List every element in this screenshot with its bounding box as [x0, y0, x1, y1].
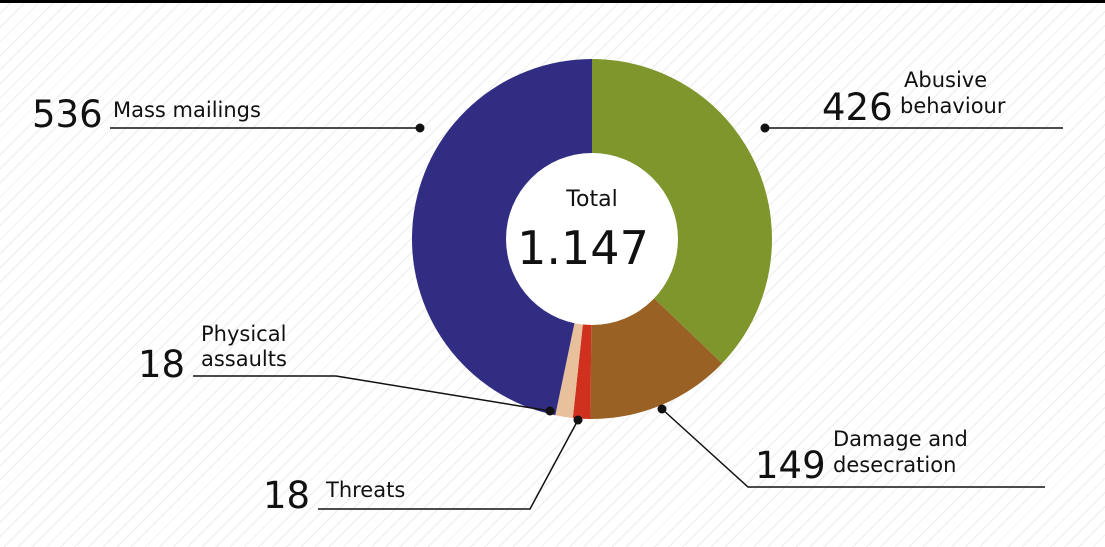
- label-physical-assaults-line2: assaults: [201, 347, 287, 371]
- leader-dot: [545, 406, 555, 416]
- top-rule: [0, 0, 1105, 3]
- leader-line: [661, 408, 1045, 488]
- label-damage-and-desecration-line2: desecration: [833, 453, 956, 477]
- callout-mass-mailings: 536 Mass mailings: [32, 93, 425, 136]
- center-total-label: Total: [565, 187, 617, 212]
- leader-dot: [657, 404, 667, 414]
- callout-physical-assaults: 18 Physical assaults: [138, 322, 555, 416]
- leader-dot: [573, 415, 583, 425]
- label-damage-and-desecration-line1: Damage and: [833, 427, 968, 451]
- leader-line: [318, 419, 579, 510]
- value-label-mass-mailings: 536: [32, 93, 103, 136]
- callout-damage-and-desecration: 149 Damage and desecration: [657, 404, 1045, 488]
- callout-abusive-behaviour: 426 Abusive behaviour: [760, 68, 1063, 133]
- leader-dot: [415, 123, 425, 133]
- center-hole: [506, 153, 678, 325]
- slice-mass-mailings: [411, 58, 592, 416]
- label-abusive-behaviour-line1: Abusive: [904, 68, 987, 92]
- center-total-value: 1.147: [517, 221, 649, 275]
- value-label-threats: 18: [263, 474, 310, 517]
- slice-abusive-behaviour: [592, 59, 772, 364]
- value-label-damage-and-desecration: 149: [755, 444, 826, 487]
- label-abusive-behaviour-line2: behaviour: [900, 94, 1006, 118]
- value-label-abusive-behaviour: 426: [822, 86, 893, 129]
- leader-line: [193, 375, 551, 412]
- leader-dot: [760, 123, 770, 133]
- label-physical-assaults-line1: Physical: [201, 322, 286, 346]
- label-mass-mailings: Mass mailings: [113, 98, 261, 122]
- label-threats: Threats: [325, 478, 405, 502]
- value-label-physical-assaults: 18: [138, 343, 185, 386]
- callout-threats: 18 Threats: [263, 415, 583, 517]
